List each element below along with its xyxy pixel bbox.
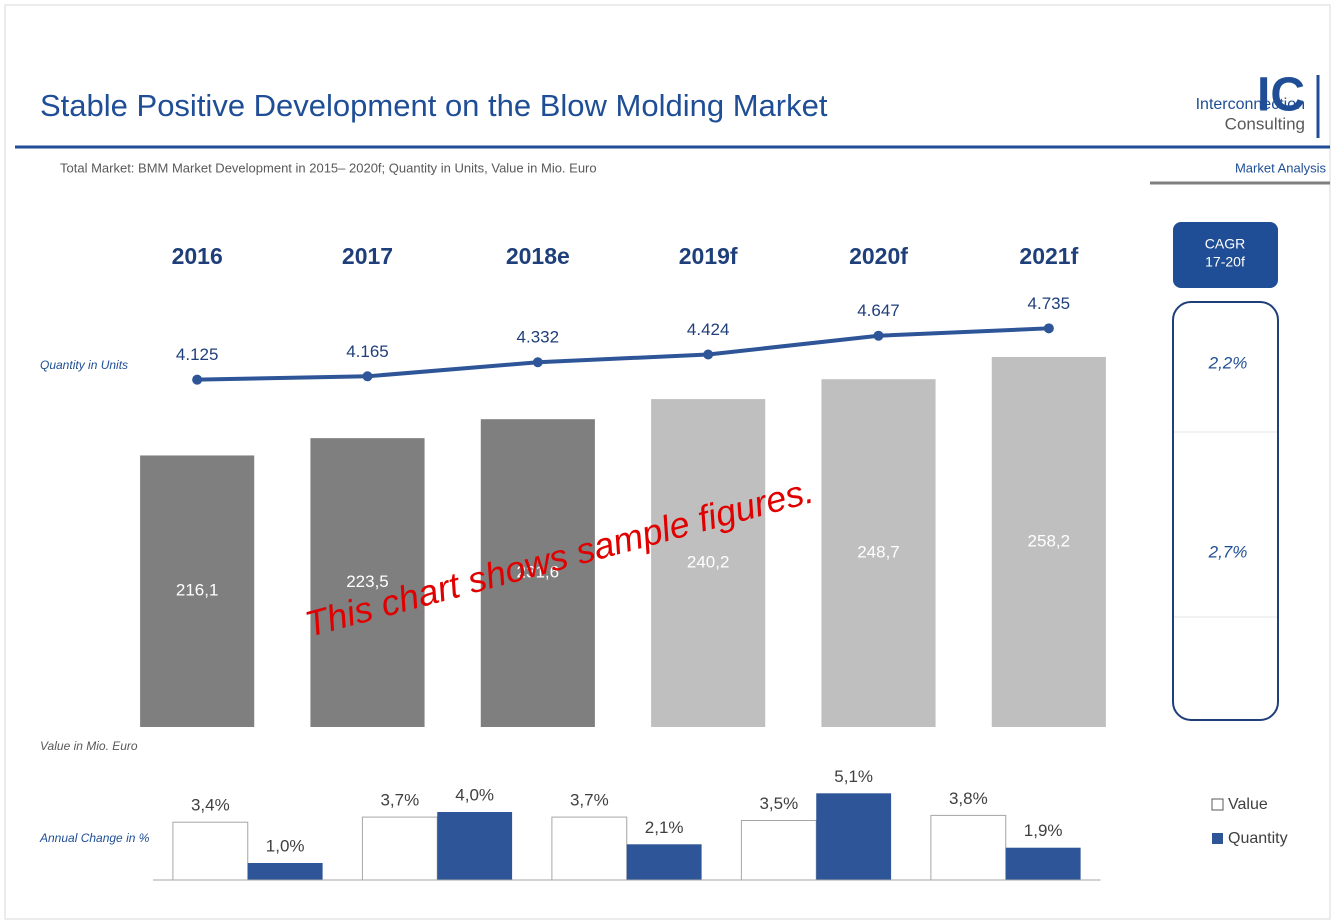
data-label: 231,6 bbox=[517, 563, 560, 582]
bar bbox=[310, 438, 425, 727]
cagr-header bbox=[1173, 222, 1278, 288]
bar bbox=[821, 379, 936, 727]
bar bbox=[991, 356, 1106, 727]
data-label: 5,1% bbox=[834, 767, 873, 786]
data-label: 4.125 bbox=[176, 345, 219, 364]
data-label: 216,1 bbox=[176, 581, 219, 600]
bar bbox=[740, 820, 817, 881]
bar bbox=[626, 844, 702, 880]
category-label: 2017 bbox=[342, 243, 393, 269]
line-point bbox=[703, 349, 714, 360]
legend-label: Quantity bbox=[1228, 830, 1288, 847]
logo-line2: Consulting bbox=[1225, 114, 1305, 133]
bar bbox=[247, 863, 323, 880]
bar bbox=[1005, 847, 1081, 880]
line-point bbox=[362, 371, 373, 382]
bar bbox=[480, 419, 595, 727]
category-label: 2019f bbox=[679, 243, 738, 269]
data-label: 1,0% bbox=[266, 836, 305, 855]
bar bbox=[437, 812, 513, 880]
legend-swatch bbox=[1211, 798, 1224, 811]
data-label: 4.735 bbox=[1028, 294, 1071, 313]
bar bbox=[816, 793, 892, 880]
logo-line1: Interconnection bbox=[1196, 96, 1305, 113]
line-point bbox=[192, 374, 203, 385]
category-label: 2018e bbox=[506, 243, 570, 269]
series-name: Quantity in Units bbox=[40, 358, 128, 372]
line bbox=[197, 326, 1049, 382]
section-label: Market Analysis bbox=[1235, 160, 1327, 175]
bar bbox=[930, 814, 1007, 881]
bar bbox=[361, 816, 438, 881]
data-label: 3,7% bbox=[380, 791, 419, 810]
data-label: 3,5% bbox=[759, 794, 798, 813]
cagr-box bbox=[1172, 301, 1279, 721]
line-point bbox=[873, 330, 884, 341]
logo-mark: IC bbox=[1257, 69, 1305, 122]
cagr-title: 17-20f bbox=[1205, 254, 1245, 270]
charts: 2016 2017 2018e 2019f 2020f 2021f 216,1 223,5 23… bbox=[39, 243, 1288, 881]
data-label: 1,9% bbox=[1024, 821, 1063, 840]
category-label: 2021f bbox=[1019, 243, 1078, 269]
data-label: 4.332 bbox=[517, 328, 560, 347]
data-label: 223,5 bbox=[346, 572, 389, 591]
data-label: 240,2 bbox=[687, 553, 730, 572]
data-label: 4.165 bbox=[346, 342, 389, 361]
data-label: 3,7% bbox=[570, 791, 609, 810]
data-label: 4.647 bbox=[857, 301, 900, 320]
category-label: 2016 bbox=[172, 243, 223, 269]
data-label: 258,2 bbox=[1028, 531, 1071, 550]
line-point bbox=[532, 357, 543, 368]
data-label: 3,8% bbox=[949, 789, 988, 808]
bar bbox=[651, 399, 766, 727]
category-label: 2020f bbox=[849, 243, 908, 269]
data-label: 2,1% bbox=[645, 818, 684, 837]
cagr-value: 2,2% bbox=[1208, 353, 1248, 372]
subtitle: Total Market: BMM Market Development in … bbox=[60, 160, 597, 175]
cagr-value: 2,7% bbox=[1208, 542, 1248, 561]
legend-swatch bbox=[1212, 833, 1223, 844]
data-label: 4.424 bbox=[687, 320, 730, 339]
line-point bbox=[1043, 323, 1054, 334]
title: Stable Positive Development on the Blow … bbox=[40, 88, 828, 123]
data-label: 4,0% bbox=[455, 785, 494, 804]
series-name: Value in Mio. Euro bbox=[40, 739, 138, 753]
bar bbox=[172, 821, 249, 881]
data-label: 3,4% bbox=[191, 796, 230, 815]
cagr-title: CAGR bbox=[1205, 236, 1245, 252]
bar bbox=[551, 816, 628, 881]
axis-label: Annual Change in % bbox=[39, 831, 150, 845]
data-label: 248,7 bbox=[857, 543, 900, 562]
bar bbox=[140, 455, 255, 727]
legend-label: Value bbox=[1228, 796, 1268, 813]
